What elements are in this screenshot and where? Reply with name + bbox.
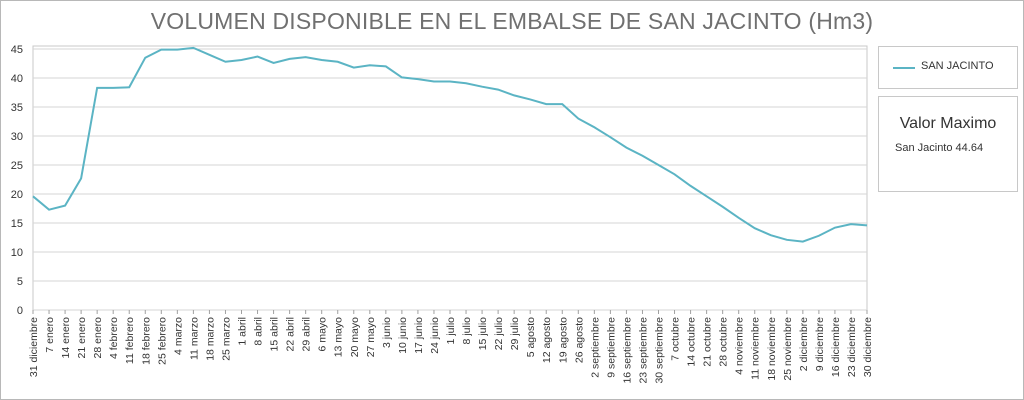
x-axis-ticks: 31 diciembre 7 enero 14 enero 21 enero 28 en…: [28, 310, 874, 384]
x-tick-label: 18 noviembre: [766, 317, 778, 381]
y-tick-label: 25: [11, 160, 23, 172]
legend-label: SAN JACINTO: [921, 60, 994, 72]
y-tick-label: 35: [11, 102, 23, 114]
x-tick-label: 26 agosto: [573, 317, 585, 363]
x-tick-label: 12 agosto: [541, 317, 553, 363]
x-tick-label: 10 junio: [397, 317, 409, 354]
x-tick-label: 1 julio: [445, 317, 457, 345]
x-tick-label: 5 agosto: [525, 317, 537, 357]
x-tick-label: 15 abril: [269, 317, 281, 351]
max-value-title: Valor Maximo: [899, 115, 997, 132]
y-tick-label: 30: [11, 131, 23, 143]
x-tick-label: 15 julio: [477, 317, 489, 350]
x-tick-label: 14 enero: [60, 317, 72, 359]
x-tick-label: 14 octubre: [686, 317, 698, 367]
x-tick-label: 8 abril: [253, 317, 265, 346]
x-tick-label: 22 abril: [285, 317, 297, 351]
x-tick-label: 17 junio: [413, 317, 425, 354]
x-tick-label: 29 julio: [509, 317, 521, 350]
x-tick-label: 25 febrero: [156, 317, 168, 365]
x-tick-label: 7 octubre: [670, 317, 682, 361]
x-tick-label: 11 noviembre: [750, 317, 762, 380]
chart-title: VOLUMEN DISPONIBLE EN EL EMBALSE DE SAN …: [150, 8, 874, 34]
x-tick-label: 25 noviembre: [782, 317, 794, 381]
y-tick-label: 5: [17, 276, 23, 288]
x-tick-label: 28 octubre: [718, 317, 730, 367]
x-tick-label: 18 marzo: [204, 317, 216, 361]
x-tick-label: 9 septiembre: [605, 317, 617, 378]
x-tick-label: 2 septiembre: [589, 317, 601, 378]
x-tick-label: 28 enero: [92, 317, 104, 359]
x-tick-label: 2 diciembre: [798, 317, 810, 371]
x-tick-label: 31 diciembre: [28, 317, 40, 377]
x-tick-label: 20 mayo: [349, 317, 361, 357]
x-tick-label: 16 septiembre: [621, 317, 633, 384]
x-tick-label: 9 diciembre: [814, 317, 826, 371]
x-tick-label: 24 junio: [429, 317, 441, 354]
x-tick-label: 4 marzo: [172, 317, 184, 355]
x-tick-label: 1 abril: [237, 317, 249, 346]
gridlines: [32, 45, 868, 311]
x-tick-label: 4 febrero: [108, 317, 120, 359]
x-tick-label: 30 diciembre: [862, 317, 874, 377]
y-tick-label: 45: [11, 44, 23, 56]
x-tick-label: 21 enero: [76, 317, 88, 359]
x-tick-label: 8 julio: [461, 317, 473, 345]
y-tick-label: 40: [11, 73, 23, 85]
x-tick-label: 3 junio: [381, 317, 393, 348]
y-tick-label: 20: [11, 189, 23, 201]
x-tick-label: 23 septiembre: [637, 317, 649, 384]
max-value-text: San Jacinto 44.64: [895, 142, 984, 154]
x-tick-label: 29 abril: [301, 317, 313, 351]
x-tick-label: 27 mayo: [365, 317, 377, 357]
plot-border: [32, 45, 868, 311]
max-value-box: Valor Maximo San Jacinto 44.64: [878, 96, 1018, 192]
x-tick-label: 25 marzo: [220, 317, 232, 361]
x-tick-label: 16 diciembre: [830, 317, 842, 377]
x-tick-label: 11 marzo: [188, 317, 200, 360]
legend: SAN JACINTO: [878, 46, 1018, 89]
x-tick-label: 23 diciembre: [846, 317, 858, 377]
y-tick-label: 0: [17, 305, 23, 317]
x-tick-label: 13 mayo: [333, 317, 345, 357]
y-tick-label: 15: [11, 218, 23, 230]
x-tick-label: 7 enero: [44, 317, 56, 353]
x-tick-label: 19 agosto: [557, 317, 569, 363]
x-tick-label: 21 octubre: [702, 317, 714, 367]
x-tick-label: 30 septiembre: [654, 317, 666, 384]
legend-swatch: [893, 67, 915, 69]
x-tick-label: 11 febrero: [124, 317, 136, 364]
x-tick-label: 22 julio: [493, 317, 505, 350]
x-tick-label: 6 mayo: [317, 317, 329, 352]
y-axis-ticks: 0 5 10 15 20 25 30 35 40 45: [11, 44, 23, 317]
x-tick-label: 4 noviembre: [734, 317, 746, 375]
series-line-san-jacinto: [32, 46, 868, 243]
x-tick-label: 18 febrero: [140, 317, 152, 365]
y-tick-label: 10: [11, 247, 23, 259]
